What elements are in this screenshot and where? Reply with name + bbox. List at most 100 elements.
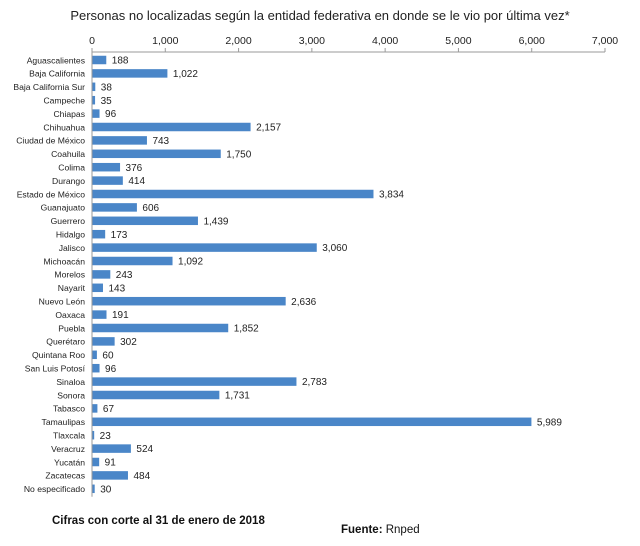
- bar: [92, 109, 100, 118]
- value-label: 143: [108, 283, 125, 294]
- value-label: 414: [128, 176, 145, 187]
- value-label: 524: [136, 444, 153, 455]
- bar: [92, 256, 173, 266]
- source-note: Fuente: Rnped: [341, 524, 420, 536]
- bar: [92, 457, 100, 467]
- category-labels: Aguascalientes Baja California Baja Califo…: [13, 55, 85, 494]
- value-label: 191: [112, 310, 129, 321]
- value-label: 96: [105, 364, 117, 375]
- x-tick-label: 3,000: [299, 35, 325, 47]
- category-label: Guanajuato: [41, 203, 86, 213]
- category-label: Aguascalientes: [27, 55, 85, 65]
- bar: [92, 243, 317, 252]
- bar: [92, 323, 229, 333]
- source-value: Rnped: [385, 524, 420, 536]
- category-label: Colima: [58, 163, 85, 173]
- value-label: 3,060: [322, 243, 347, 254]
- x-tick-label: 5,000: [445, 35, 471, 47]
- x-tick-label: 0: [89, 35, 95, 47]
- bar: [92, 430, 95, 440]
- value-label: 1,092: [178, 257, 203, 268]
- category-label: Ciudad de México: [16, 136, 85, 146]
- value-label: 2,157: [256, 123, 281, 134]
- bar: [92, 162, 121, 172]
- value-label: 302: [120, 337, 137, 348]
- bar: [92, 95, 96, 105]
- bar: [92, 270, 111, 279]
- bar: [92, 404, 98, 413]
- category-label: Tlaxcala: [53, 431, 85, 441]
- value-label: 1,731: [225, 391, 250, 402]
- value-label: 1,750: [226, 149, 251, 160]
- category-label: Nuevo León: [39, 297, 86, 307]
- category-label: Estado de México: [17, 189, 86, 199]
- category-label: Michoacán: [43, 256, 85, 266]
- bar: [92, 484, 95, 494]
- value-label: 91: [105, 458, 117, 469]
- value-label: 243: [116, 270, 133, 281]
- category-label: Yucatán: [54, 457, 85, 467]
- value-label: 743: [152, 136, 169, 147]
- category-label: Durango: [52, 176, 85, 186]
- bar: [92, 136, 147, 145]
- bars: [92, 55, 532, 494]
- category-label: Guerrero: [51, 216, 86, 226]
- value-label: 60: [102, 350, 114, 361]
- category-label: Oaxaca: [55, 310, 85, 320]
- bar: [92, 390, 220, 400]
- bar-chart: 0 1,000 2,000 3,000 4,000 5,000 6,000 7,000 Agu…: [13, 35, 618, 497]
- category-label: Sonora: [57, 390, 85, 400]
- value-labels: 188 1,022 38 35 96 2,157 743 1,750 376 414 3,834 60…: [100, 56, 563, 496]
- category-label: Chiapas: [53, 109, 85, 119]
- bar: [92, 122, 251, 132]
- category-label: Hidalgo: [56, 230, 85, 240]
- value-label: 1,022: [173, 69, 198, 80]
- x-tick-label: 2,000: [225, 35, 251, 47]
- category-label: Baja California Sur: [13, 82, 85, 92]
- category-label: Morelos: [54, 270, 85, 280]
- bar: [92, 363, 100, 373]
- category-label: No especificado: [24, 484, 85, 494]
- bar: [92, 377, 297, 386]
- x-tick-label: 1,000: [152, 35, 178, 47]
- value-label: 484: [133, 471, 150, 482]
- chart-title: Personas no localizadas según la entidad…: [70, 8, 570, 23]
- bar: [92, 310, 107, 319]
- category-label: Querétaro: [46, 337, 85, 347]
- bar: [92, 296, 286, 306]
- source-label: Fuente:: [341, 524, 383, 536]
- value-label: 96: [105, 109, 117, 120]
- category-label: Sinaloa: [56, 377, 85, 387]
- value-label: 23: [100, 431, 112, 442]
- value-label: 173: [111, 230, 128, 241]
- category-label: Puebla: [58, 323, 85, 333]
- bar: [92, 176, 123, 185]
- x-tick-label: 7,000: [592, 35, 618, 47]
- bar: [92, 149, 221, 159]
- value-label: 2,783: [302, 377, 327, 388]
- value-label: 3,834: [379, 190, 404, 201]
- bar: [92, 444, 131, 453]
- value-label: 5,989: [537, 417, 562, 428]
- bar: [92, 216, 198, 226]
- value-label: 38: [101, 82, 113, 93]
- value-label: 2,636: [291, 297, 316, 308]
- value-label: 35: [101, 96, 113, 107]
- category-label: Tamaulipas: [42, 417, 85, 427]
- value-label: 1,852: [234, 324, 259, 335]
- x-axis: 0 1,000 2,000 3,000 4,000 5,000 6,000 7,000: [89, 35, 618, 497]
- bar: [92, 82, 96, 92]
- bar: [92, 283, 103, 293]
- value-label: 1,439: [203, 216, 228, 227]
- bar: [92, 471, 128, 480]
- bar: [92, 350, 97, 360]
- value-label: 188: [112, 56, 129, 67]
- footnote: Cifras con corte al 31 de enero de 2018: [52, 515, 265, 527]
- category-label: Quintana Roo: [32, 350, 85, 360]
- bar: [92, 337, 115, 346]
- bar: [92, 229, 106, 239]
- value-label: 67: [103, 404, 115, 415]
- category-label: Veracruz: [51, 444, 85, 454]
- bar: [92, 189, 374, 199]
- bar: [92, 55, 107, 65]
